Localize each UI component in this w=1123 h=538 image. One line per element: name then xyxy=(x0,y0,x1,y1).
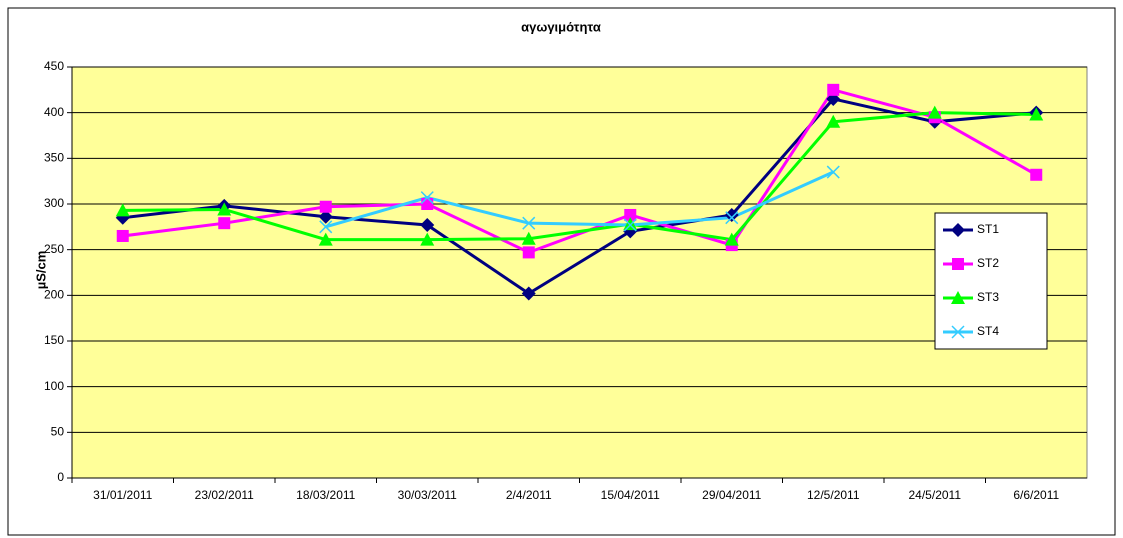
marker xyxy=(1029,107,1044,121)
series-line xyxy=(122,97,1037,296)
chart-title: αγωγιμότητα xyxy=(521,19,601,34)
marker xyxy=(420,232,435,246)
x-tick-label: 29/04/2011 xyxy=(702,488,761,502)
x-tick-label: 15/04/2011 xyxy=(601,488,660,502)
marker xyxy=(827,83,840,96)
x-tick-label: 18/03/2011 xyxy=(296,488,355,502)
marker xyxy=(724,207,739,222)
y-axis-label: µS/cm xyxy=(33,251,48,290)
y-tick-label: 150 xyxy=(44,333,64,347)
marker xyxy=(521,286,536,301)
legend-marker xyxy=(951,325,965,339)
x-tick-label: 30/03/2011 xyxy=(398,488,457,502)
y-tick-label: 50 xyxy=(51,425,65,439)
series-line xyxy=(122,88,1037,255)
x-tick-label: 2/4/2011 xyxy=(506,488,552,502)
marker xyxy=(116,229,129,242)
marker xyxy=(318,209,333,224)
y-tick-label: 400 xyxy=(44,105,64,119)
series-line xyxy=(122,111,1037,242)
plot-area xyxy=(71,66,1088,479)
marker xyxy=(522,216,536,230)
x-tick-label: 24/5/2011 xyxy=(909,488,962,502)
marker xyxy=(624,208,637,221)
marker xyxy=(623,217,638,231)
marker xyxy=(319,220,333,234)
marker xyxy=(521,231,536,245)
marker xyxy=(420,191,434,205)
y-tick-label: 200 xyxy=(44,288,64,302)
marker xyxy=(724,232,739,246)
y-tick-label: 250 xyxy=(44,242,64,256)
legend-marker xyxy=(951,291,965,304)
marker xyxy=(623,218,637,232)
x-tick-label: 23/02/2011 xyxy=(195,488,254,502)
marker xyxy=(115,203,130,217)
y-tick-label: 450 xyxy=(44,59,64,73)
y-tick-label: 300 xyxy=(44,196,64,210)
y-tick-label: 100 xyxy=(44,379,64,393)
legend-label: ST3 xyxy=(977,290,999,304)
x-tick-label: 12/5/2011 xyxy=(807,488,860,502)
marker xyxy=(1030,168,1043,181)
y-tick-label: 350 xyxy=(44,151,64,165)
marker xyxy=(319,200,332,213)
legend-marker xyxy=(952,258,964,270)
y-tick-label: 0 xyxy=(57,470,64,484)
marker xyxy=(826,165,840,179)
x-tick-label: 6/6/2011 xyxy=(1013,488,1059,502)
marker xyxy=(217,202,232,216)
marker xyxy=(725,211,739,225)
x-tick-label: 31/01/2011 xyxy=(93,488,152,502)
legend-label: ST1 xyxy=(977,222,999,236)
legend xyxy=(934,212,1048,350)
marker xyxy=(421,198,434,210)
legend-label: ST4 xyxy=(977,324,999,338)
marker xyxy=(318,232,333,246)
marker xyxy=(420,218,435,233)
series-line xyxy=(325,170,834,229)
legend-label: ST2 xyxy=(977,256,999,270)
legend-marker xyxy=(951,223,965,237)
marker xyxy=(522,246,535,259)
marker xyxy=(218,217,231,230)
marker xyxy=(826,114,841,128)
marker xyxy=(927,105,942,119)
